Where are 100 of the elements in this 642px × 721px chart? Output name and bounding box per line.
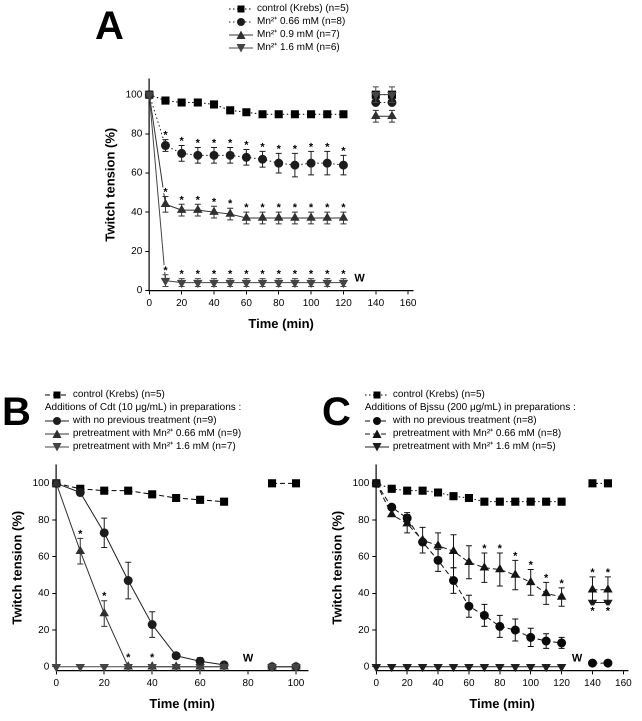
annotation: * — [308, 202, 314, 214]
y-axis-title: Twitch tension (%) — [329, 510, 344, 625]
y-tick-label: 40 — [38, 588, 50, 600]
legend-label: with no previous treatment (n=8) — [392, 414, 537, 427]
annotation: * — [150, 652, 156, 664]
point — [274, 110, 283, 118]
x-tick-label: 0 — [374, 678, 380, 690]
x-axis-title: Time (min) — [469, 696, 535, 711]
x-tick-label: 100 — [302, 298, 320, 310]
annotation: * — [180, 194, 184, 206]
x-tick-label: 80 — [494, 678, 506, 690]
x-tick-label: 140 — [584, 678, 602, 690]
annotation: * — [276, 143, 282, 156]
point — [402, 664, 412, 672]
point — [526, 498, 535, 506]
x-tick-label: 80 — [273, 298, 285, 310]
point — [76, 664, 85, 672]
annotation: * — [228, 198, 234, 210]
y-tick-label: 80 — [358, 514, 370, 526]
annotation: * — [606, 606, 611, 618]
point — [387, 664, 396, 672]
point — [511, 498, 520, 506]
point — [557, 664, 566, 672]
x-tick-label: 20 — [98, 678, 110, 690]
y-tick-label: 40 — [358, 588, 370, 600]
point — [268, 479, 276, 488]
point — [124, 664, 133, 672]
point — [510, 664, 520, 672]
y-tick-label: 80 — [38, 514, 50, 526]
point — [194, 98, 202, 107]
annotation: * — [325, 268, 330, 281]
legend-label: Mn²⁺ 0.9 mM (n=7) — [257, 28, 340, 41]
annotation: * — [212, 196, 217, 208]
annotation: * — [606, 566, 611, 579]
annotation: * — [513, 550, 518, 562]
y-tick-label: 20 — [358, 624, 370, 636]
point — [339, 110, 348, 118]
x-tick-label: 40 — [208, 298, 220, 310]
x-tick-label: 40 — [146, 678, 158, 690]
annotation: * — [163, 130, 168, 142]
annotation: * — [260, 268, 266, 281]
annotation: * — [212, 268, 217, 281]
point — [388, 484, 396, 493]
annotation: * — [180, 268, 184, 281]
annotation: * — [292, 143, 298, 156]
annotation: * — [482, 543, 488, 556]
point — [464, 494, 473, 502]
point — [480, 498, 488, 506]
annotation: * — [325, 141, 330, 154]
point — [418, 486, 427, 495]
legend-label: pretreatment with Mn²⁺ 1.6 mM (n=7) — [72, 440, 236, 453]
y-tick-label: 100 — [32, 478, 50, 490]
point — [178, 98, 186, 107]
legend-label: control (Krebs) (n=5) — [257, 2, 349, 15]
legend-label: control (Krebs) (n=5) — [72, 388, 165, 401]
annotation: * — [528, 560, 534, 572]
point — [148, 490, 156, 498]
x-tick-label: 120 — [553, 678, 570, 690]
annotation: * — [260, 141, 266, 154]
y-tick-label: 0 — [44, 661, 50, 672]
legend-title: Additions of Bjssu (200 μg/mL) in preparations : — [364, 401, 576, 414]
point — [76, 488, 85, 498]
y-tick-label: 40 — [131, 206, 143, 218]
x-tick-label: 0 — [54, 678, 60, 690]
y-tick-label: 60 — [38, 551, 50, 562]
point — [588, 658, 597, 668]
legend-title: Additions of Cdt (10 μg/mL) in preparations : — [44, 401, 242, 414]
point — [558, 498, 566, 506]
point — [220, 664, 228, 672]
legend-label: pretreatment with Mn²⁺ 1.6 mM (n=5) — [392, 440, 556, 453]
point — [604, 479, 612, 488]
point — [387, 510, 396, 518]
y-tick-label: 100 — [126, 89, 143, 100]
annotation: * — [228, 268, 234, 281]
point — [307, 110, 316, 118]
x-tick-label: 80 — [242, 678, 254, 690]
point — [161, 96, 170, 105]
point — [258, 110, 267, 118]
y-tick-label: 20 — [131, 246, 143, 257]
annotation: * — [276, 268, 282, 281]
x-axis-title: Time (min) — [248, 316, 314, 331]
annotation: * — [292, 268, 298, 281]
point — [418, 664, 428, 672]
legend-label: pretreatment with Mn²⁺ 0.66 mM (n=8) — [392, 427, 562, 440]
point — [172, 664, 181, 672]
point — [480, 664, 489, 672]
annotation: * — [559, 578, 564, 590]
point — [292, 479, 300, 488]
annotation: * — [196, 194, 201, 206]
annotation: * — [308, 268, 314, 281]
x-axis-title: Time (min) — [149, 696, 215, 711]
y-tick-label: 20 — [38, 624, 50, 636]
chart-title: A — [95, 4, 125, 48]
annotation: * — [228, 138, 234, 150]
annotation: W — [354, 272, 366, 284]
annotation: * — [212, 138, 217, 150]
point — [323, 110, 332, 118]
y-tick-label: 0 — [364, 661, 370, 672]
annotation: * — [325, 202, 330, 214]
point — [542, 498, 550, 506]
